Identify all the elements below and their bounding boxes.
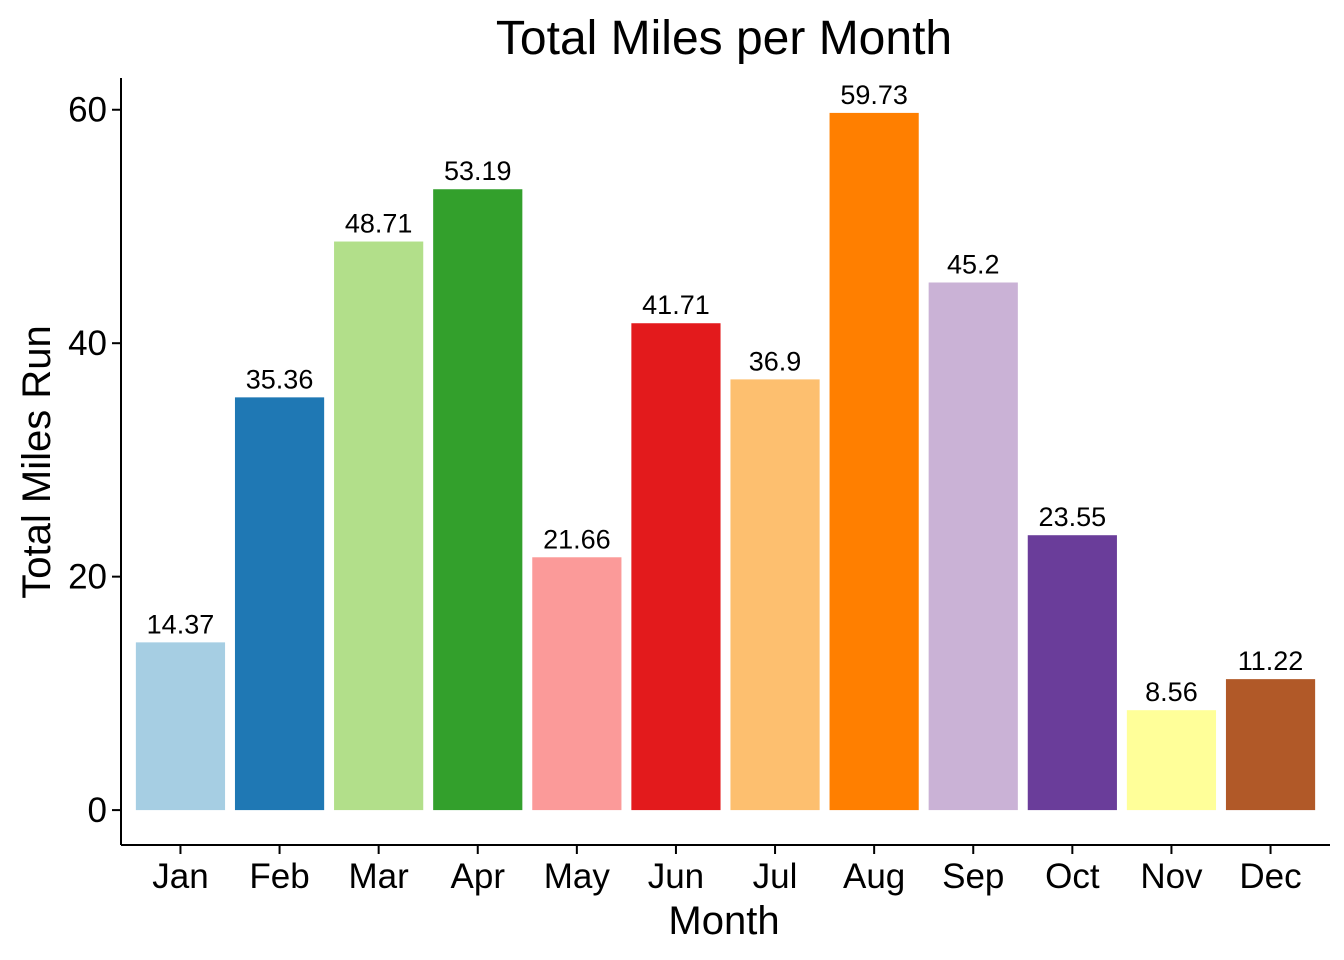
bars-group xyxy=(135,112,1316,811)
x-tick-label-mar: Mar xyxy=(349,857,410,896)
y-tick-label-20: 20 xyxy=(68,558,107,597)
value-label-sep: 45.2 xyxy=(947,250,1000,280)
value-label-aug: 59.73 xyxy=(840,80,908,110)
bar-nov xyxy=(1126,710,1217,811)
x-tick-label-nov: Nov xyxy=(1140,857,1203,896)
x-tick-label-aug: Aug xyxy=(843,857,905,896)
value-label-mar: 48.71 xyxy=(345,209,413,239)
bar-jul xyxy=(730,379,820,811)
y-tick-label-0: 0 xyxy=(88,791,107,830)
value-label-jun: 41.71 xyxy=(642,290,710,320)
bar-feb xyxy=(234,397,325,811)
bar-sep xyxy=(928,282,1018,811)
bar-jun xyxy=(631,323,721,811)
y-axis-label: Total Miles Run xyxy=(15,325,59,598)
y-tick-label-60: 60 xyxy=(68,91,107,130)
bar-dec xyxy=(1225,679,1316,811)
x-tick-label-jun: Jun xyxy=(648,857,704,896)
x-tick-label-jul: Jul xyxy=(753,857,798,896)
value-label-oct: 23.55 xyxy=(1039,502,1107,532)
y-ticks-group: 0 20 40 60 xyxy=(68,91,121,830)
bar-oct xyxy=(1027,535,1117,811)
x-tick-label-apr: Apr xyxy=(451,857,506,896)
value-label-nov: 8.56 xyxy=(1145,677,1198,707)
x-axis-label: Month xyxy=(668,899,779,943)
x-tick-label-jan: Jan xyxy=(152,857,208,896)
x-tick-label-feb: Feb xyxy=(249,857,309,896)
value-label-feb: 35.36 xyxy=(246,364,314,394)
value-label-jul: 36.9 xyxy=(749,346,802,376)
value-labels-group: 14.37 35.36 48.71 53.19 21.66 41.71 36.9 59.73 4… xyxy=(147,80,1304,707)
x-tick-label-sep: Sep xyxy=(942,857,1004,896)
bar-apr xyxy=(433,189,523,811)
bar-may xyxy=(532,557,622,811)
value-label-dec: 11.22 xyxy=(1238,646,1304,676)
x-tick-label-may: May xyxy=(544,857,611,896)
value-label-jan: 14.37 xyxy=(147,609,215,639)
bar-jan xyxy=(135,642,226,811)
chart-title: Total Miles per Month xyxy=(496,12,952,65)
x-ticks-group: Jan Feb Mar Apr May Jun Jul Aug Sep Oct Nov Dec xyxy=(152,845,1302,896)
y-tick-label-40: 40 xyxy=(68,324,107,363)
x-tick-label-oct: Oct xyxy=(1045,857,1100,896)
bar-aug xyxy=(829,112,919,811)
x-tick-label-dec: Dec xyxy=(1239,857,1301,896)
value-label-apr: 53.19 xyxy=(444,156,512,186)
value-label-may: 21.66 xyxy=(543,524,611,554)
bar-mar xyxy=(334,241,424,811)
